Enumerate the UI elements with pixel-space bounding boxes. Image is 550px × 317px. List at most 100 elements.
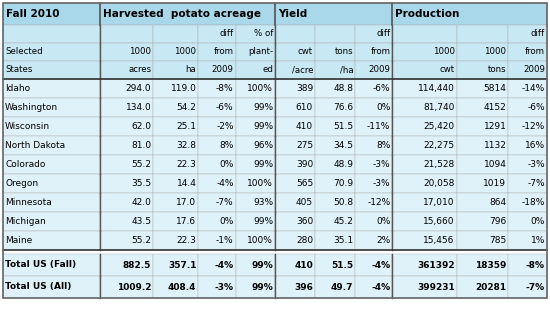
Text: 51.5: 51.5	[331, 261, 353, 269]
Bar	[508, 79, 547, 98]
Bar	[3, 250, 547, 254]
Text: 119.0: 119.0	[170, 84, 196, 93]
Bar	[315, 43, 355, 61]
Bar	[355, 231, 392, 250]
Bar	[3, 3, 100, 25]
Bar	[235, 43, 275, 61]
Bar	[153, 136, 199, 155]
Text: 882.5: 882.5	[123, 261, 151, 269]
Bar	[199, 193, 235, 212]
Bar	[275, 3, 392, 25]
Text: 0%: 0%	[219, 160, 234, 169]
Text: 389: 389	[296, 84, 313, 93]
Text: diff: diff	[531, 29, 545, 38]
Bar	[392, 117, 457, 136]
Text: 1291: 1291	[483, 122, 507, 131]
Text: from: from	[525, 48, 545, 56]
Bar	[355, 254, 392, 276]
Bar	[3, 98, 100, 117]
Bar	[100, 61, 153, 79]
Bar	[392, 231, 457, 250]
Bar	[457, 61, 508, 79]
Bar	[315, 193, 355, 212]
Text: -7%: -7%	[216, 198, 234, 207]
Bar	[199, 79, 235, 98]
Text: 34.5: 34.5	[333, 141, 353, 150]
Bar	[235, 61, 275, 79]
Text: -8%: -8%	[216, 84, 234, 93]
Bar	[275, 98, 315, 117]
Bar	[100, 155, 153, 174]
Bar	[508, 193, 547, 212]
Bar	[153, 254, 199, 276]
Text: 14.4: 14.4	[177, 179, 196, 188]
Text: Washington: Washington	[5, 103, 58, 112]
Text: 1000: 1000	[174, 48, 196, 56]
Text: 51.5: 51.5	[333, 122, 353, 131]
Bar	[508, 174, 547, 193]
Text: Oregon: Oregon	[5, 179, 38, 188]
Text: 565: 565	[296, 179, 313, 188]
Text: 99%: 99%	[251, 261, 273, 269]
Bar	[199, 61, 235, 79]
Text: Michigan: Michigan	[5, 217, 46, 226]
Text: tons: tons	[334, 48, 353, 56]
Text: 114,440: 114,440	[418, 84, 455, 93]
Text: -8%: -8%	[526, 261, 545, 269]
Text: 410: 410	[294, 261, 313, 269]
Text: 17.6: 17.6	[177, 217, 196, 226]
Bar	[100, 174, 153, 193]
Text: 100%: 100%	[247, 179, 273, 188]
Bar	[3, 193, 100, 212]
Bar	[3, 254, 100, 276]
Bar	[508, 155, 547, 174]
Bar	[100, 3, 275, 25]
Text: 405: 405	[296, 198, 313, 207]
Text: from: from	[370, 48, 390, 56]
Text: Total US (Fall): Total US (Fall)	[5, 261, 76, 269]
Bar	[355, 276, 392, 298]
Bar	[392, 43, 457, 61]
Bar	[457, 193, 508, 212]
Text: -3%: -3%	[373, 179, 390, 188]
Bar	[199, 43, 235, 61]
Bar	[199, 136, 235, 155]
Bar	[392, 79, 457, 98]
Text: 20,058: 20,058	[424, 179, 455, 188]
Bar	[153, 231, 199, 250]
Bar	[100, 193, 153, 212]
Bar	[457, 117, 508, 136]
Bar	[235, 276, 275, 298]
Bar	[235, 155, 275, 174]
Bar	[315, 174, 355, 193]
Bar	[457, 43, 508, 61]
Bar	[199, 174, 235, 193]
Text: -6%: -6%	[527, 103, 545, 112]
Text: 21,528: 21,528	[424, 160, 455, 169]
Bar	[153, 212, 199, 231]
Bar	[392, 98, 457, 117]
Text: 76.6: 76.6	[333, 103, 353, 112]
Bar	[392, 212, 457, 231]
Bar	[508, 61, 547, 79]
Bar	[275, 43, 315, 61]
Bar	[457, 212, 508, 231]
Text: 22.3: 22.3	[177, 160, 196, 169]
Text: ha: ha	[186, 66, 196, 74]
Bar	[315, 254, 355, 276]
Text: 99%: 99%	[253, 103, 273, 112]
Bar	[508, 98, 547, 117]
Text: Harvested  potato acreage: Harvested potato acreage	[103, 9, 261, 19]
Text: 15,456: 15,456	[424, 236, 455, 245]
Bar	[153, 25, 199, 43]
Bar	[100, 117, 153, 136]
Text: 17,010: 17,010	[424, 198, 455, 207]
Bar	[3, 231, 100, 250]
Bar	[355, 155, 392, 174]
Text: 93%: 93%	[253, 198, 273, 207]
Text: -4%: -4%	[216, 179, 234, 188]
Text: -14%: -14%	[522, 84, 545, 93]
Bar	[153, 117, 199, 136]
Text: 390: 390	[296, 160, 313, 169]
Text: 70.9: 70.9	[333, 179, 353, 188]
